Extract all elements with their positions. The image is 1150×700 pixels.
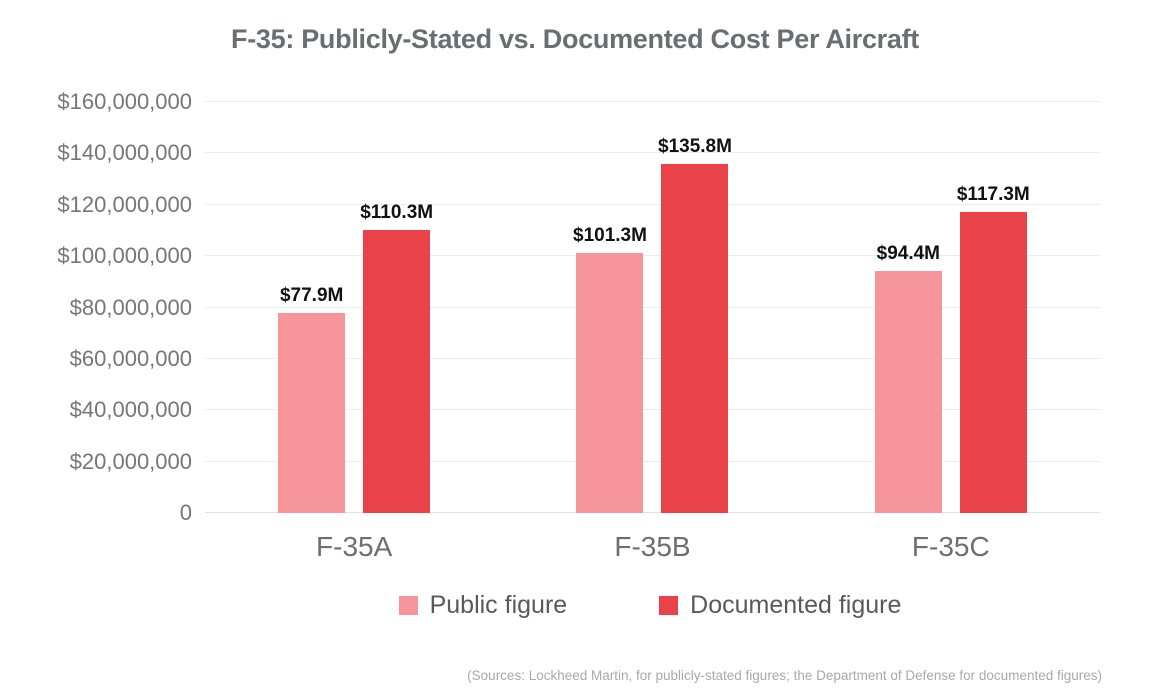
plot-area: $77.9M $110.3M $101.3M $135.8M $94.4M $117.3M (205, 101, 1100, 513)
bar-group-f-35c: $94.4M $117.3M (802, 102, 1100, 513)
legend-item-public-figure: Public figure (398, 591, 568, 620)
y-tick-label: 0 (179, 500, 192, 525)
bar-group-f-35a: $77.9M $110.3M (205, 102, 503, 513)
gridline (205, 460, 1100, 462)
bar-group-f-35b: $101.3M $135.8M (503, 102, 801, 513)
gridline (205, 306, 1100, 308)
legend-label: Public figure (429, 591, 568, 619)
bar-value-label: $110.3M (360, 201, 434, 223)
gridline (205, 409, 1100, 411)
bar-value-label: $94.4M (876, 242, 940, 264)
y-tick-label: $140,000,000 (57, 140, 192, 166)
gridline (205, 203, 1100, 205)
y-tick-label: $80,000,000 (69, 294, 192, 320)
bar-documented-figure-f-35a: $110.3M (360, 202, 433, 513)
bar-value-label: $135.8M (658, 136, 732, 158)
bar-public-figure-f-35b: $101.3M (573, 225, 647, 513)
axis-baseline (205, 512, 1100, 513)
y-tick-label: $20,000,000 (69, 448, 192, 474)
y-tick-label: $40,000,000 (69, 397, 192, 423)
bar-value-label: $101.3M (573, 224, 647, 246)
chart-title: F-35: Publicly-Stated vs. Documented Cos… (231, 24, 919, 54)
gridline (205, 101, 1100, 102)
source-note: (Sources: Lockheed Martin, for publicly-… (467, 668, 1102, 683)
gridline (205, 255, 1100, 257)
bar-value-label: $77.9M (279, 284, 344, 306)
x-category-label-f-35b: F-35B (614, 531, 691, 562)
legend-swatch-icon (659, 596, 679, 615)
legend-swatch-icon (398, 596, 418, 615)
bar-documented-figure-f-35b: $135.8M (658, 136, 732, 513)
y-tick-label: $100,000,000 (57, 243, 192, 269)
y-tick-label: $120,000,000 (57, 191, 192, 217)
x-category-label-f-35c: F-35C (911, 531, 990, 562)
x-category-label-f-35a: F-35A (316, 531, 393, 562)
x-axis-labels: F-35A F-35B F-35C (205, 531, 1100, 563)
legend-item-documented-figure: Documented figure (659, 591, 901, 620)
gridline (205, 152, 1100, 154)
gridline (205, 357, 1100, 359)
y-tick-label: $160,000,000 (57, 89, 192, 114)
legend-label: Documented figure (690, 591, 902, 619)
bar-documented-figure-f-35c: $117.3M (957, 184, 1030, 513)
y-tick-label: $60,000,000 (69, 345, 192, 371)
bar-value-label: $117.3M (956, 183, 1030, 205)
legend: Public figure Documented figure (150, 591, 1150, 620)
bar-public-figure-f-35c: $94.4M (874, 243, 942, 513)
y-axis-labels: 0 $20,000,000 $40,000,000 $60,000,000 $80,00… (0, 91, 192, 524)
bar-public-figure-f-35a: $77.9M (278, 285, 346, 513)
